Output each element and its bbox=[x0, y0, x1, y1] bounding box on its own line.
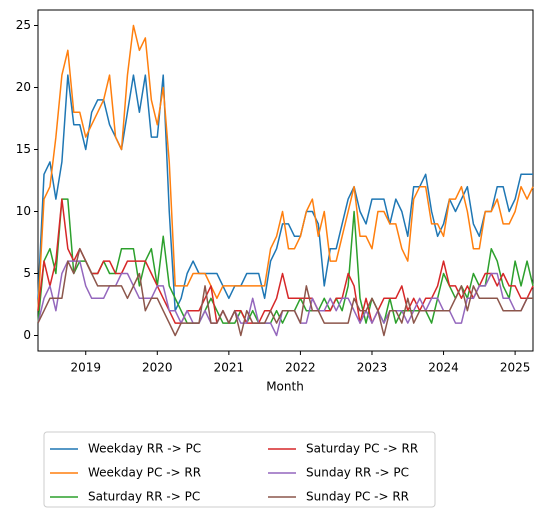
series-line bbox=[37, 260, 533, 337]
y-tick-label: 25 bbox=[16, 18, 31, 32]
y-tick-label: 15 bbox=[16, 142, 31, 156]
legend-label: Saturday PC -> RR bbox=[306, 442, 418, 456]
x-tick-label: 2019 bbox=[70, 361, 101, 375]
series-line bbox=[37, 198, 534, 324]
series-line bbox=[37, 24, 534, 311]
x-axis-label: Month bbox=[266, 380, 304, 394]
y-tick-label: 10 bbox=[16, 204, 31, 218]
y-tick-label: 20 bbox=[16, 80, 31, 94]
legend-box bbox=[43, 431, 436, 508]
y-tick-label: 0 bbox=[23, 328, 31, 342]
x-tick-label: 2020 bbox=[142, 361, 173, 375]
legend-label: Sunday PC -> RR bbox=[306, 490, 409, 504]
plot-frame bbox=[37, 9, 534, 352]
legend-label: Sunday RR -> PC bbox=[306, 466, 409, 480]
x-tick-label: 2022 bbox=[285, 361, 316, 375]
legend-label: Weekday PC -> RR bbox=[88, 466, 201, 480]
series-line bbox=[37, 198, 534, 324]
x-tick-label: 2025 bbox=[500, 361, 531, 375]
legend-label: Saturday RR -> PC bbox=[88, 490, 200, 504]
x-tick-label: 2021 bbox=[214, 361, 245, 375]
x-tick-label: 2023 bbox=[357, 361, 388, 375]
series-line bbox=[37, 247, 533, 337]
legend-label: Weekday RR -> PC bbox=[88, 442, 201, 456]
x-tick-label: 2024 bbox=[428, 361, 459, 375]
y-tick-label: 5 bbox=[23, 266, 31, 280]
